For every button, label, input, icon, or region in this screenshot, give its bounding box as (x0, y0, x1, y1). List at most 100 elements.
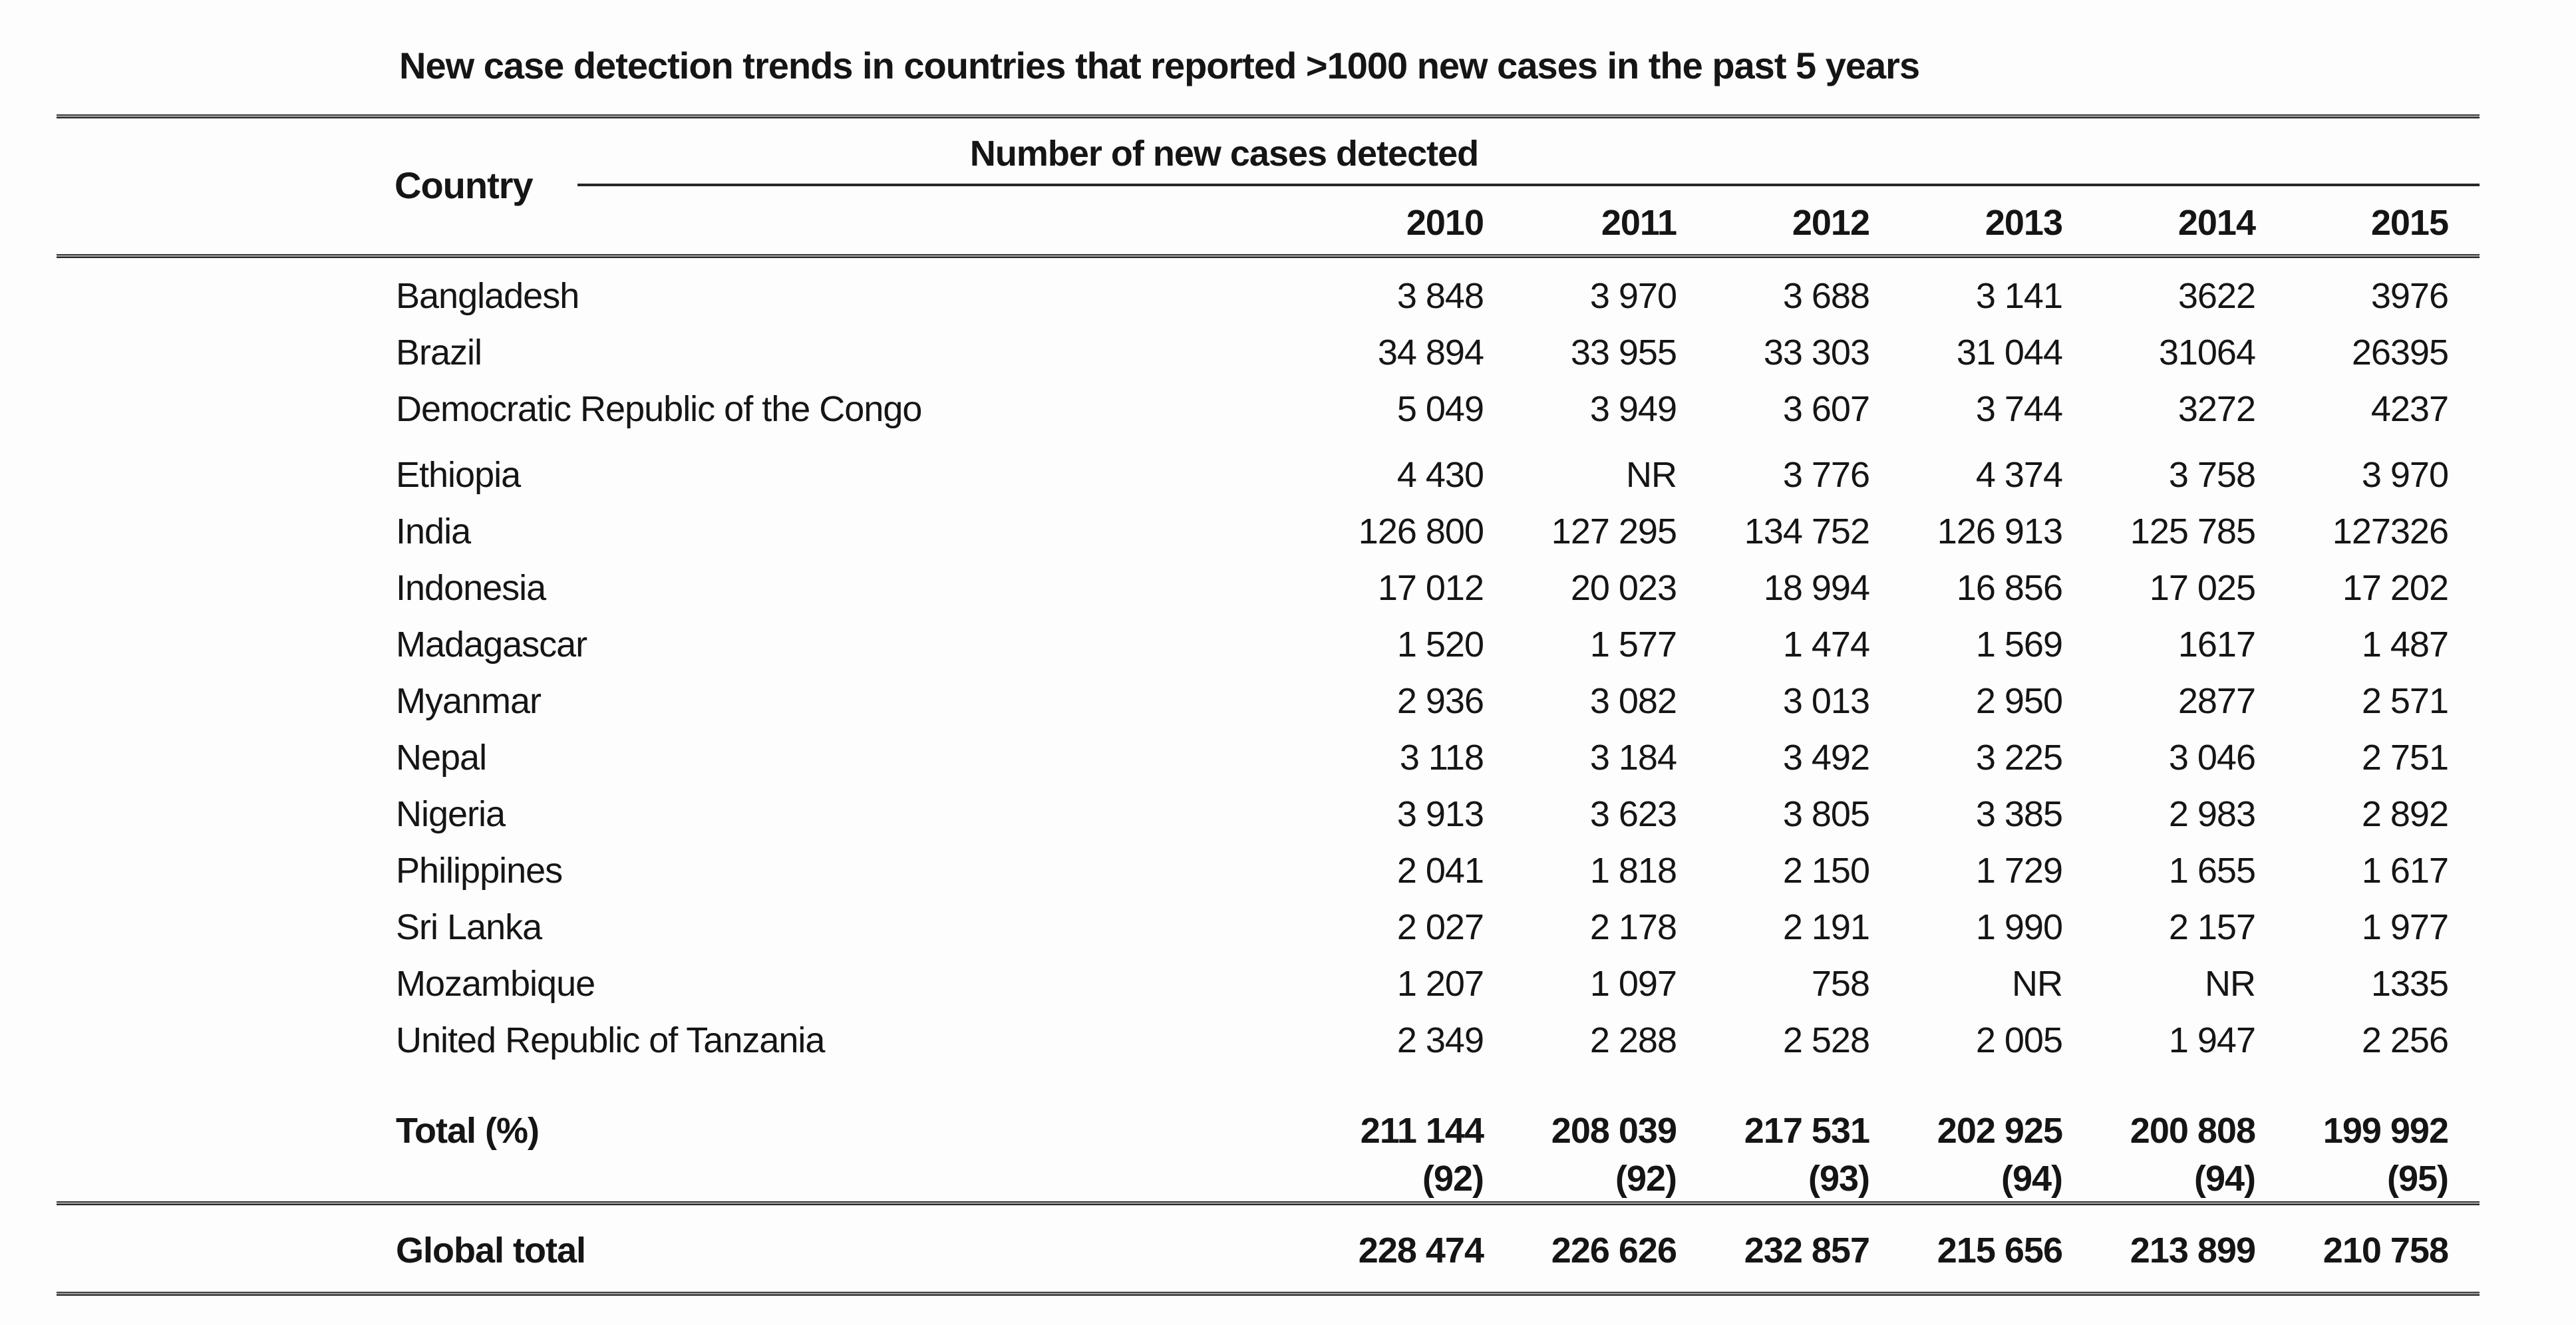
percentage-cell: (94) (2001, 1159, 2063, 1199)
percentage-cell: (95) (2386, 1159, 2449, 1199)
value-cell: 4237 (2370, 388, 2449, 429)
value-cell: 3 623 (1589, 794, 1677, 834)
value-cell: 34 894 (1377, 332, 1484, 372)
value-cell: 1 990 (1975, 907, 2063, 947)
value-cell: 3 970 (1589, 275, 1677, 316)
value-cell: 199 992 (2323, 1110, 2449, 1151)
value-cell: 3 970 (2361, 454, 2449, 495)
country-cell: Mozambique (396, 963, 595, 1004)
value-cell: 1335 (2370, 963, 2449, 1004)
value-cell: 3 118 (1399, 737, 1484, 778)
value-cell: 202 925 (1937, 1110, 2063, 1151)
value-cell: 2 288 (1589, 1020, 1677, 1060)
table-row: United Republic of Tanzania 2 349 2 288 2 … (57, 1012, 2480, 1068)
value-cell: 3976 (2370, 275, 2449, 316)
top-rule (57, 114, 2480, 118)
country-cell: Democratic Republic of the Congo (396, 388, 922, 429)
value-cell: 17 025 (2149, 567, 2256, 608)
table-body: Bangladesh 3 848 3 970 3 688 3 141 3622 3976 … (57, 267, 2480, 1199)
value-cell: 134 752 (1744, 511, 1870, 551)
year-header-2011: 2011 (1601, 203, 1677, 243)
year-header-2013: 2013 (1985, 203, 2063, 243)
country-cell: India (396, 511, 471, 551)
value-cell: 2 528 (1782, 1020, 1870, 1060)
value-cell: 1 487 (2361, 624, 2449, 664)
value-cell: 2 983 (2168, 794, 2256, 834)
value-cell: 217 531 (1744, 1110, 1870, 1151)
table-row: Mozambique 1 207 1 097 758 NR NR 1335 (57, 955, 2480, 1012)
value-cell: 3 385 (1975, 794, 2063, 834)
value-cell: 2 178 (1589, 907, 1677, 947)
country-cell: Sri Lanka (396, 907, 542, 947)
year-header-2014: 2014 (2177, 203, 2256, 243)
value-cell: 2 041 (1396, 850, 1484, 891)
country-cell: Brazil (396, 332, 482, 372)
value-cell: 2 150 (1782, 850, 1870, 891)
value-cell: 1 097 (1589, 963, 1677, 1004)
value-cell: 3622 (2177, 275, 2256, 316)
value-cell: 3 913 (1396, 794, 1484, 834)
value-cell: 232 857 (1744, 1230, 1870, 1270)
year-header-2010: 2010 (1406, 203, 1484, 243)
value-cell: 3 141 (1975, 275, 2063, 316)
table-row: Philippines 2 041 1 818 2 150 1 729 1 655 1 6… (57, 842, 2480, 899)
percentage-cell: (92) (1422, 1159, 1484, 1199)
value-cell: 3 184 (1589, 737, 1677, 778)
spanner-header: Number of new cases detected (969, 134, 1479, 174)
value-cell: 2877 (2177, 680, 2256, 721)
value-cell: 200 808 (2130, 1110, 2256, 1151)
value-cell: 228 474 (1358, 1230, 1484, 1270)
value-cell: NR (2012, 963, 2063, 1004)
value-cell: 4 430 (1396, 454, 1484, 495)
year-header-2012: 2012 (1792, 203, 1870, 243)
country-cell: Nigeria (396, 794, 506, 834)
table-row: India 126 800 127 295 134 752 126 913 125 78… (57, 503, 2480, 559)
figure-title: New case detection trends in countries t… (399, 45, 1920, 86)
country-cell: Philippines (396, 850, 563, 891)
value-cell: 2 027 (1396, 907, 1484, 947)
value-cell: 1 729 (1975, 850, 2063, 891)
value-cell: 1 577 (1589, 624, 1677, 664)
value-cell: 1 520 (1396, 624, 1484, 664)
value-cell: 2 950 (1975, 680, 2063, 721)
value-cell: 126 913 (1937, 511, 2063, 551)
value-cell: 758 (1811, 963, 1870, 1004)
country-cell: Ethiopia (396, 454, 521, 495)
value-cell: 127 295 (1551, 511, 1677, 551)
country-cell: Nepal (396, 737, 487, 778)
bottom-rule (57, 1292, 2480, 1296)
spanner-rule (577, 184, 2480, 186)
value-cell: NR (2205, 963, 2256, 1004)
value-cell: 3 492 (1782, 737, 1870, 778)
value-cell: 20 023 (1570, 567, 1677, 608)
value-cell: 125 785 (2130, 511, 2256, 551)
value-cell: 2 751 (2361, 737, 2449, 778)
value-cell: 1617 (2177, 624, 2256, 664)
value-cell: 1 818 (1589, 850, 1677, 891)
table-row: Bangladesh 3 848 3 970 3 688 3 141 3622 3976 (57, 267, 2480, 324)
table-row: Sri Lanka 2 027 2 178 2 191 1 990 2 157 1 977 (57, 899, 2480, 955)
value-cell: 1 655 (2168, 850, 2256, 891)
value-cell: 2 892 (2361, 794, 2449, 834)
header-rule (57, 254, 2480, 258)
value-cell: 3272 (2177, 388, 2256, 429)
value-cell: 3 082 (1589, 680, 1677, 721)
value-cell: 1 977 (2361, 907, 2449, 947)
value-cell: 2 571 (2361, 680, 2449, 721)
global-total-row: Global total 228 474 226 626 232 857 215 656… (57, 1222, 2480, 1278)
global-total-label: Global total (396, 1230, 586, 1270)
value-cell: 3 607 (1782, 388, 1870, 429)
value-cell: 1 474 (1782, 624, 1870, 664)
value-cell: 33 303 (1763, 332, 1870, 372)
value-cell: 226 626 (1551, 1230, 1677, 1270)
total-percentage-row: (92) (92) (93) (94) (94) (95) (57, 1159, 2480, 1199)
pre-global-rule (57, 1201, 2480, 1205)
value-cell: 1 617 (2361, 850, 2449, 891)
country-cell: United Republic of Tanzania (396, 1020, 825, 1060)
value-cell: 126 800 (1358, 511, 1484, 551)
total-label: Total (%) (396, 1110, 540, 1151)
value-cell: 3 848 (1396, 275, 1484, 316)
value-cell: 3 013 (1782, 680, 1870, 721)
percentage-cell: (93) (1808, 1159, 1870, 1199)
value-cell: 4 374 (1975, 454, 2063, 495)
